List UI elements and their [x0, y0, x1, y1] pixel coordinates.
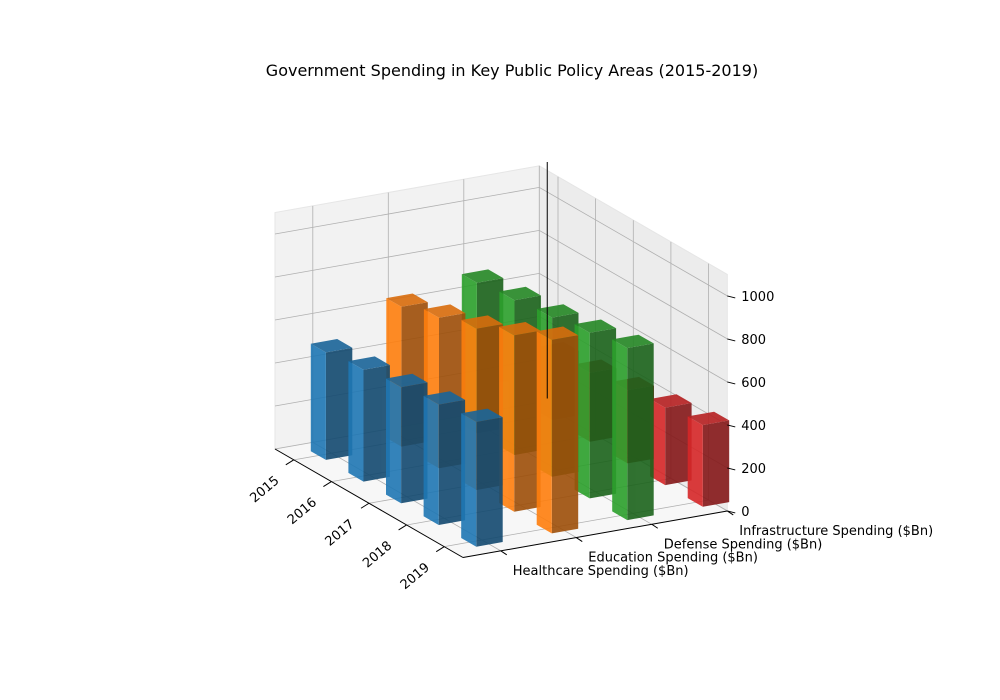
bar-top-face: [386, 373, 428, 388]
bar-top-face: [574, 319, 617, 333]
bar: [612, 334, 654, 521]
category-tick: [575, 537, 583, 542]
bar-top-face: [499, 322, 541, 336]
bar-front-face: [499, 326, 515, 512]
bar: [348, 356, 390, 482]
bar: [423, 391, 466, 525]
bar: [310, 339, 353, 460]
category-tick: [500, 550, 508, 556]
z-tick: [727, 295, 736, 299]
bar: [386, 373, 428, 504]
bar-top-face: [612, 334, 654, 349]
bar-side-face: [438, 399, 466, 525]
bar: [499, 322, 541, 512]
bar-side-face: [665, 403, 692, 486]
z-tick: [727, 424, 736, 428]
bar-top-face: [461, 408, 503, 422]
year-tick: [323, 481, 332, 487]
category-tick-label: Healthcare Spending ($Bn): [513, 564, 689, 579]
category-tick: [651, 523, 659, 529]
category-tick-label: Defense Spending ($Bn): [664, 537, 823, 552]
year-tick-label: 2019: [398, 560, 433, 593]
category-axis-line: [462, 510, 728, 558]
bar: [574, 319, 617, 499]
bar-top-face: [687, 411, 730, 426]
bar-front-face: [574, 324, 590, 499]
chart-title: Government Spending in Key Public Policy…: [266, 61, 758, 80]
year-tick-label: 2016: [285, 495, 320, 528]
bar-top-face: [461, 269, 504, 283]
bar: [536, 326, 579, 534]
year-tick: [398, 524, 407, 531]
bar: [461, 408, 503, 547]
year-tick: [360, 502, 370, 509]
bar-top-face: [650, 394, 692, 408]
bar-front-face: [423, 395, 439, 525]
year-tick-label: 2015: [247, 473, 282, 506]
bar-side-face: [401, 382, 428, 504]
bar-side-face: [589, 328, 617, 499]
year-tick-label: 2018: [360, 539, 395, 572]
bar-front-face: [386, 378, 402, 504]
category-tick-label: Infrastructure Spending ($Bn): [739, 524, 933, 539]
bar: [687, 411, 730, 507]
z-tick: [727, 381, 736, 385]
year-tick: [285, 459, 295, 466]
bar-top-face: [461, 315, 503, 329]
z-tick-label: 800: [741, 333, 766, 348]
z-tick-label: 200: [741, 462, 766, 477]
z-tick-label: 0: [741, 505, 749, 520]
z-tick-label: 400: [741, 419, 766, 434]
bar-side-face: [476, 417, 503, 547]
chart-bars: [310, 269, 730, 547]
bar-top-face: [310, 339, 353, 353]
bar-top-face: [423, 391, 466, 405]
bar-side-face: [514, 330, 541, 512]
bar-side-face: [702, 420, 730, 507]
bar-front-face: [348, 361, 364, 482]
bar-front-face: [650, 399, 666, 486]
category-tick: [726, 510, 734, 516]
bar: [650, 394, 692, 486]
z-tick-label: 1000: [741, 290, 774, 305]
z-tick: [727, 338, 736, 342]
year-tick: [435, 546, 445, 553]
bar-top-face: [423, 304, 466, 318]
bar-front-face: [536, 331, 552, 534]
bar-side-face: [325, 347, 353, 460]
bar-front-face: [310, 343, 326, 460]
bar-front-face: [461, 413, 477, 547]
category-tick-label: Education Spending ($Bn): [588, 551, 758, 566]
chart-axes: [274, 161, 736, 558]
bar-side-face: [551, 335, 579, 534]
year-tick-label: 2017: [323, 517, 358, 550]
bar-top-face: [348, 356, 390, 370]
z-tick: [727, 467, 736, 471]
bar-front-face: [687, 416, 703, 507]
bar-top-face: [386, 293, 428, 307]
bar-front-face: [612, 339, 628, 521]
bar-side-face: [363, 365, 390, 482]
z-tick-label: 600: [741, 376, 766, 391]
bar-side-face: [627, 343, 654, 521]
bar-top-face: [499, 286, 541, 301]
